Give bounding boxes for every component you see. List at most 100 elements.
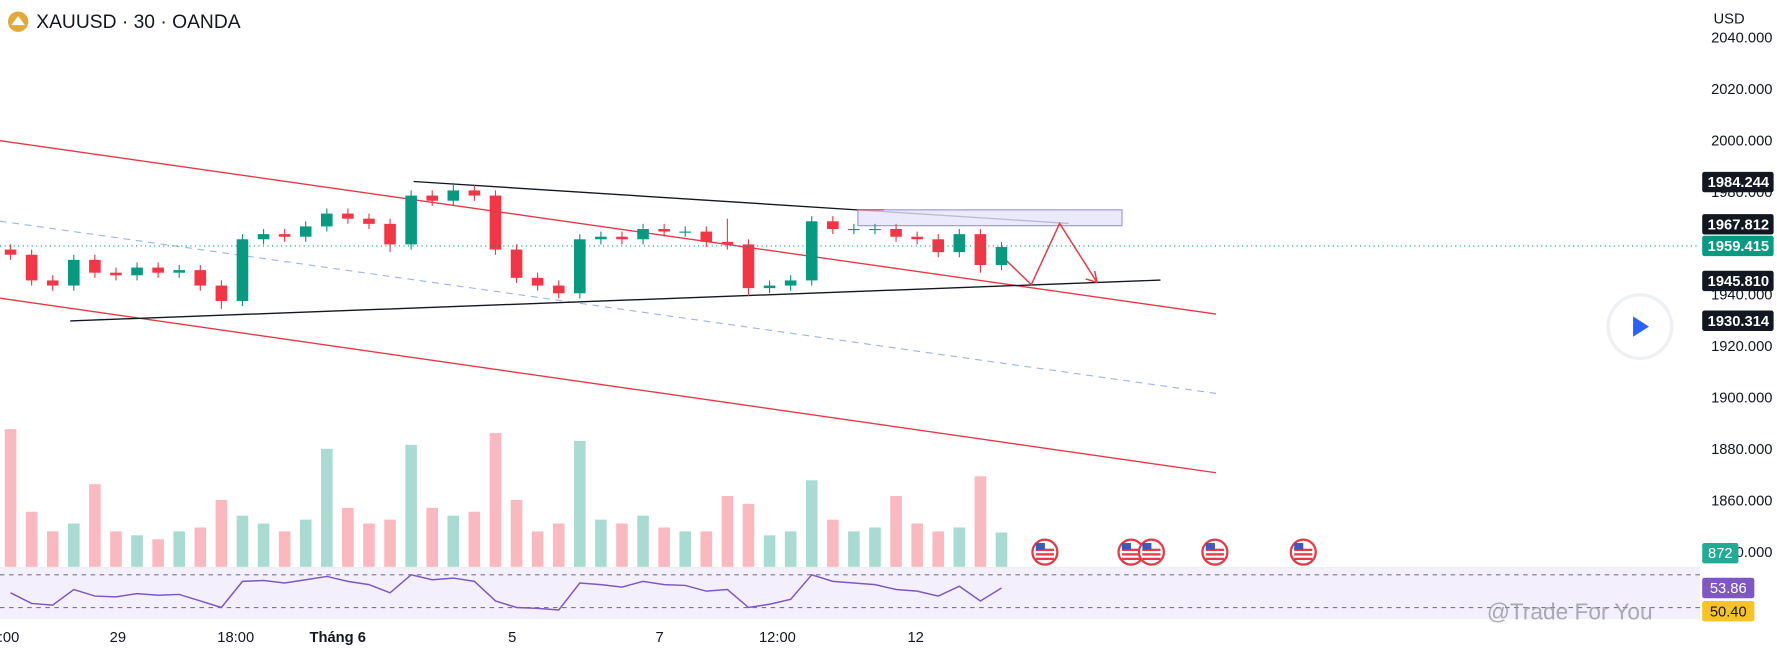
volume-bar [552, 523, 565, 567]
volume-bar [110, 531, 122, 567]
x-tick-label: 18:00 [217, 630, 254, 646]
us-flag[interactable] [1289, 538, 1317, 566]
candle-body [152, 267, 164, 273]
volume-bar [974, 476, 987, 567]
symbol-title[interactable]: XAUUSD · 30 · OANDA [36, 12, 240, 33]
volume-bar [342, 507, 354, 567]
x-tick-label: 5 [508, 630, 516, 646]
volume-bar [827, 519, 839, 567]
y-tick-label: 2040.000 [1711, 31, 1772, 47]
candle-body [25, 254, 38, 281]
candle-body [426, 195, 439, 201]
candle-body [405, 195, 417, 245]
us-flag[interactable] [1201, 538, 1229, 566]
volume-bar [531, 531, 544, 567]
volume-bar [89, 484, 101, 567]
candle-body [869, 228, 881, 231]
candle-body [827, 221, 839, 229]
candle-body [616, 236, 628, 240]
drawings [0, 140, 1217, 474]
y-tick-label: 2000.000 [1711, 133, 1772, 149]
us-flag[interactable] [1117, 538, 1145, 566]
x-tick-label: :00 [0, 630, 19, 646]
candle-body [953, 234, 966, 253]
volume-bar [4, 429, 17, 567]
candle-body [742, 244, 755, 289]
volume-bar [25, 511, 38, 567]
candle-body [299, 226, 312, 237]
volume-bar [257, 523, 270, 567]
volume-bar [152, 539, 164, 567]
currency-label: USD [1714, 11, 1745, 27]
rsi-badge-label: 53.86 [1710, 581, 1747, 597]
candle-body [363, 218, 375, 224]
candle-body [911, 236, 923, 240]
candle-body [489, 195, 502, 250]
candle-body [510, 249, 523, 278]
volume-bar [384, 519, 396, 567]
volume-bar [236, 515, 249, 567]
watermark: @Trade For You [1487, 598, 1653, 624]
rsi-badge [1702, 577, 1755, 599]
volume-bar [679, 531, 692, 567]
candle-body [784, 280, 797, 286]
volume-bar [616, 523, 628, 567]
volume-layer [4, 429, 1008, 567]
volume-bar [869, 527, 881, 567]
candle-body [679, 231, 692, 233]
us-flag[interactable] [1137, 538, 1166, 566]
rsi-ma-badge [1702, 601, 1755, 622]
rsi-layer [0, 573, 1700, 611]
y-tick-label: 1940.000 [1711, 288, 1772, 304]
candle-body [236, 239, 249, 301]
x-tick-label: 7 [655, 630, 663, 646]
candle-body [637, 228, 649, 240]
price-badge [1702, 270, 1774, 292]
channel-lower [0, 297, 1217, 474]
candle-body [278, 234, 291, 237]
candle-body [194, 270, 207, 286]
volume-bar [489, 433, 502, 567]
volume-bar [784, 531, 797, 567]
candle-body [995, 246, 1008, 265]
candle-body [321, 213, 333, 227]
volume-bar [658, 527, 670, 567]
volume-bar [742, 503, 755, 567]
candle-body [763, 285, 776, 289]
us-flag[interactable] [1031, 538, 1059, 566]
volume-bar [763, 535, 776, 567]
volume-badge [1702, 543, 1739, 564]
x-tick-label: 12:00 [759, 630, 796, 646]
price-badge-label: 1984.244 [1708, 175, 1770, 191]
y-tick-label: 1880.000 [1711, 442, 1772, 458]
volume-bar [510, 499, 523, 567]
volume-bar [848, 531, 860, 567]
candle-body [552, 285, 565, 294]
candle-body [257, 234, 270, 240]
volume-bar [932, 531, 945, 567]
symbol-icon-glyph [11, 16, 25, 26]
candle-body [342, 213, 354, 219]
rsi-ma-badge-label: 50.40 [1710, 604, 1747, 620]
candle-body [531, 277, 544, 286]
volume-bar [805, 480, 818, 567]
volume-bar [637, 515, 649, 567]
candle-body [447, 190, 460, 201]
arrow-head [1085, 270, 1098, 284]
volume-bar [67, 523, 80, 567]
y-tick-label: 1920.000 [1711, 339, 1772, 355]
projection-arrow [996, 221, 1098, 286]
volume-bar [721, 495, 734, 567]
volume-bar [953, 527, 966, 567]
x-tick-label: Tháng 6 [310, 630, 366, 646]
candle-body [131, 267, 143, 276]
trendline-bottom [70, 279, 1161, 322]
candle-body [595, 236, 607, 240]
candle-body [89, 259, 101, 273]
candle-body [110, 272, 122, 276]
volume-bar [995, 532, 1008, 567]
price-badge-label: 1930.314 [1708, 314, 1770, 330]
play-button[interactable] [1606, 293, 1674, 360]
volume-bar [890, 495, 902, 567]
